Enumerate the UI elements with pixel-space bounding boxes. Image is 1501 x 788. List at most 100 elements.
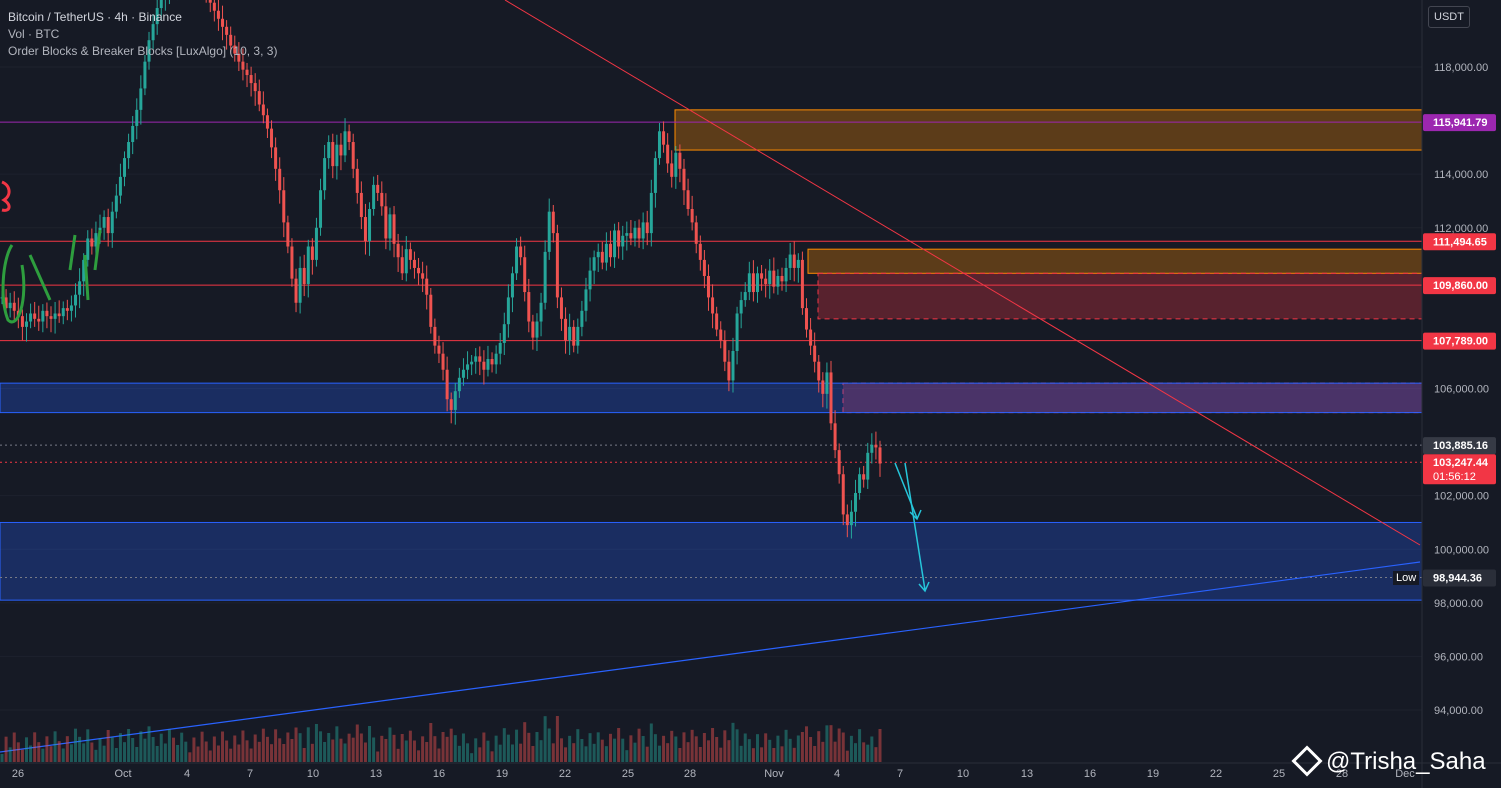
volume-bar — [86, 729, 90, 762]
volume-bar — [445, 736, 449, 762]
candle-body — [866, 452, 870, 480]
volume-bar — [147, 726, 151, 762]
volume-bar — [466, 743, 470, 762]
time-axis: 26 Oct 4 7 10 13 16 19 22 25 28 Nov 4 7 10 13 16 19 22 25 28… — [12, 768, 1415, 780]
volume-bar — [412, 740, 416, 762]
volume-bar — [163, 743, 167, 762]
candle-body — [298, 267, 302, 303]
volume-bar — [780, 746, 784, 762]
volume-bar — [241, 730, 245, 762]
volume-bar — [531, 746, 535, 762]
candle-body — [723, 340, 727, 362]
volume-bar — [490, 751, 494, 762]
volume-bars — [0, 716, 882, 762]
candle-body — [461, 369, 465, 378]
candle-body — [678, 152, 682, 169]
volume-bar — [527, 732, 531, 762]
price-label-text: 109,860.00 — [1433, 280, 1488, 292]
volume-bar — [572, 743, 576, 762]
volume-bar — [143, 738, 147, 762]
volume-bar — [294, 727, 298, 762]
volume-bar — [474, 738, 478, 762]
candle-body — [572, 326, 576, 346]
candle-body — [41, 310, 45, 322]
volume-bar — [478, 747, 482, 762]
date-tick-label: Dec — [1395, 768, 1415, 780]
candle-body — [792, 254, 796, 268]
volume-bar — [751, 748, 755, 762]
candle-body — [515, 246, 519, 274]
volume-bar — [670, 730, 674, 762]
volume-bar — [25, 737, 29, 762]
volume-bar — [600, 739, 604, 762]
volume-bar — [539, 740, 543, 762]
volume-bar — [715, 737, 719, 762]
chart-grid — [0, 66, 1422, 711]
candle-body — [245, 69, 249, 76]
candle-body — [233, 45, 237, 54]
indicator-legend[interactable]: Order Blocks & Breaker Blocks [LuxAlgo] … — [8, 44, 278, 58]
volume-bar — [666, 743, 670, 762]
volume-bar — [319, 731, 323, 762]
candle-body — [564, 318, 568, 341]
candle-body — [621, 235, 625, 247]
currency-button[interactable]: USDT — [1428, 6, 1470, 28]
volume-bar — [327, 733, 331, 762]
volume-bar — [368, 726, 372, 762]
candles — [0, 0, 882, 539]
volume-bar — [4, 736, 8, 762]
volume-bar — [94, 749, 98, 762]
volume-bar — [123, 742, 127, 762]
volume-bar — [118, 733, 122, 762]
volume-bar — [858, 729, 862, 762]
volume-bar — [625, 750, 629, 762]
volume-bar — [727, 740, 731, 762]
volume-bar — [813, 746, 817, 762]
price-label-text: 103,247.44 — [1433, 457, 1489, 469]
volume-bar — [690, 729, 694, 762]
price-tick-label: 100,000.00 — [1434, 544, 1489, 556]
volume-bar — [502, 728, 506, 762]
volume-bar — [323, 742, 327, 762]
candle-body — [421, 273, 425, 279]
candle-body — [57, 313, 61, 317]
volume-bar — [180, 732, 184, 762]
volume-bar — [355, 724, 359, 762]
candle-body — [817, 361, 821, 381]
candle-body — [653, 158, 657, 193]
date-tick-label: 13 — [1021, 768, 1033, 780]
volume-bar — [298, 733, 302, 762]
candle-body — [519, 246, 523, 258]
date-tick-label: 19 — [496, 768, 508, 780]
volume-bar — [229, 748, 233, 762]
candle-body — [290, 246, 294, 279]
candle-body — [257, 91, 261, 105]
volume-bar — [523, 722, 527, 762]
volume-legend[interactable]: Vol · BTC — [8, 27, 60, 41]
candle-body — [319, 190, 323, 228]
candle-body — [841, 474, 845, 515]
candle-body — [584, 289, 588, 311]
candle-body — [400, 257, 404, 274]
candle-body — [441, 353, 445, 370]
candle-body — [61, 308, 65, 317]
candle-body — [392, 214, 396, 244]
volume-bar — [637, 728, 641, 762]
candle-body — [286, 222, 290, 247]
volume-bar — [151, 737, 155, 762]
candle-body — [90, 238, 94, 247]
order-block-zones — [0, 109, 1423, 601]
volume-bar — [592, 743, 596, 762]
candle-body — [94, 233, 98, 247]
volume-bar — [376, 751, 380, 762]
symbol-title[interactable]: Bitcoin / TetherUS · 4h · Binance — [8, 10, 182, 24]
candle-body — [159, 0, 163, 9]
binance-logo-icon — [1291, 745, 1323, 777]
volume-bar — [768, 739, 772, 762]
volume-bar — [8, 747, 12, 762]
volume-bar — [131, 738, 135, 762]
volume-bar — [739, 745, 743, 762]
candle-body — [212, 2, 216, 11]
author-watermark: @Trisha_Saha — [1291, 745, 1486, 777]
